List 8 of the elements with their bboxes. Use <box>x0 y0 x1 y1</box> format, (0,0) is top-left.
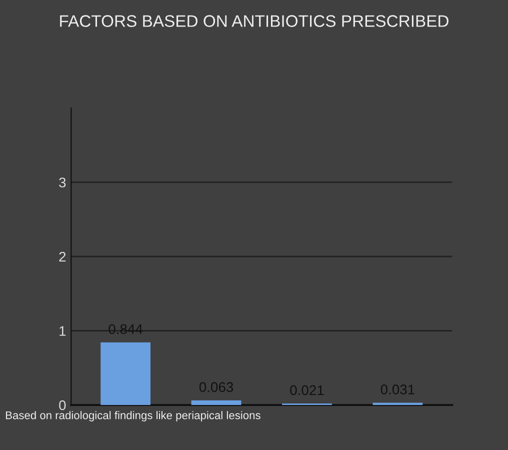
y-tick-label: 3 <box>59 178 66 188</box>
y-tick-label: 0 <box>59 400 66 410</box>
y-tick-label: 2 <box>59 252 66 262</box>
y-tick-label: 1 <box>60 326 66 336</box>
bar <box>100 342 150 405</box>
chart-title: FACTORS BASED ON ANTIBIOTICS PRESCRIBED <box>60 15 448 27</box>
text: Based on radiological findings like periapical lesions <box>6 411 260 422</box>
bar <box>191 400 242 405</box>
